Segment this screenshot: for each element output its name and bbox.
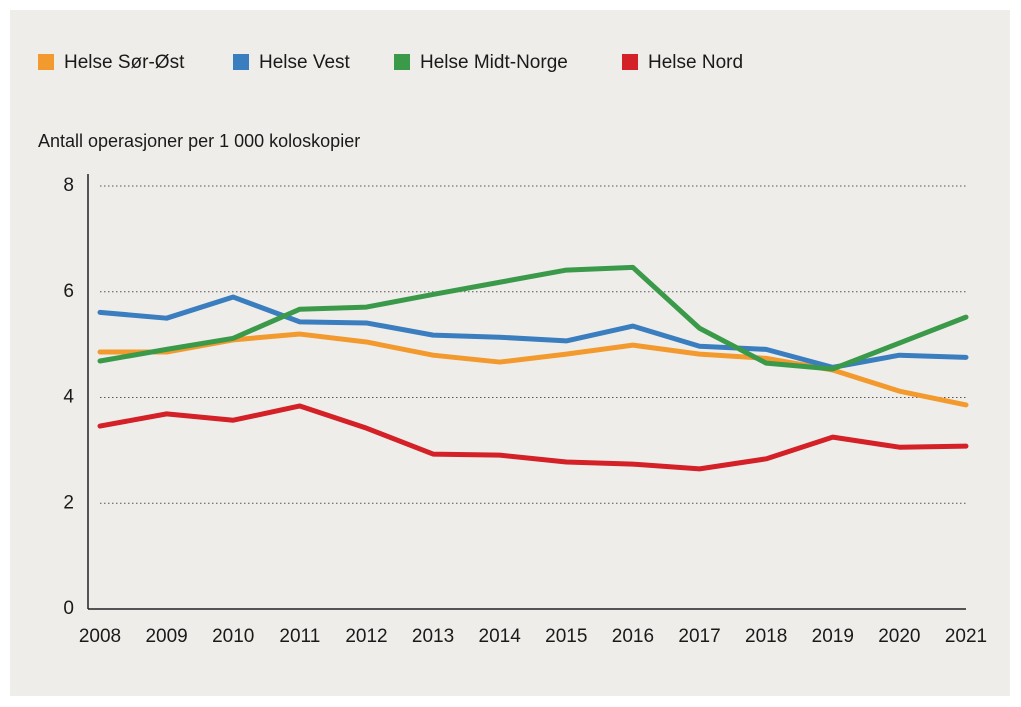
legend-swatch [38,54,54,70]
y-tick-label: 6 [63,281,74,302]
y-axis-title: Antall operasjoner per 1 000 koloskopier [38,131,360,151]
y-tick-label: 0 [63,598,74,619]
legend-label: Helse Nord [648,52,743,73]
legend-swatch [622,54,638,70]
x-tick-label: 2008 [79,626,121,647]
data-line [97,294,969,370]
y-tick-label: 8 [63,175,74,196]
legend-swatch [394,54,410,70]
legend-label: Helse Vest [259,52,351,73]
legend-label: Helse Sør-Øst [64,52,185,73]
x-tick-label: 2014 [479,626,522,647]
x-tick-label: 2015 [545,626,587,647]
data-line [97,264,969,372]
data-line [97,403,969,472]
x-tick-label: 2020 [878,626,920,647]
x-tick-label: 2009 [145,626,187,647]
y-tick-label: 2 [63,492,74,513]
legend-label: Helse Midt-Norge [420,52,568,73]
x-tick-label: 2012 [345,626,387,647]
x-tick-label: 2017 [678,626,720,647]
x-tick-label: 2010 [212,626,254,647]
x-tick-label: 2016 [612,626,654,647]
x-tick-label: 2019 [812,626,854,647]
legend-swatch [233,54,249,70]
chart-background [10,10,1010,696]
y-tick-label: 4 [63,387,74,408]
x-tick-label: 2021 [945,626,987,647]
x-tick-label: 2013 [412,626,454,647]
x-tick-label: 2011 [279,626,320,647]
x-tick-label: 2018 [745,626,787,647]
